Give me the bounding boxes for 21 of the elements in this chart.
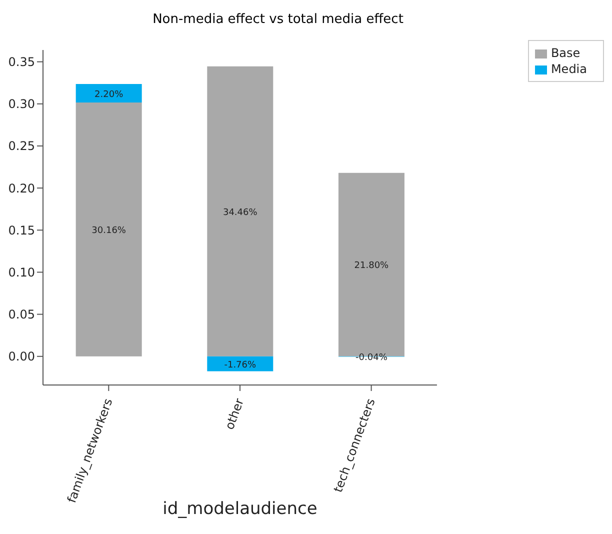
y-tick-label: 0.15 (8, 223, 35, 238)
legend-label: Media (550, 62, 587, 76)
y-tick-label: 0.25 (8, 139, 35, 154)
data-label: 2.20% (94, 90, 124, 100)
chart-title: Non-media effect vs total media effect (152, 11, 404, 29)
x-axis-title: id_modelaudience (162, 499, 318, 519)
y-tick-label: 0.05 (8, 308, 35, 322)
bar (76, 102, 142, 356)
x-tick-label: other (222, 396, 247, 432)
y-tick-label: 0.10 (8, 265, 35, 280)
bar (76, 84, 142, 103)
data-label: -1.76% (224, 360, 257, 370)
y-tick-label: 0.00 (8, 350, 35, 364)
data-label: 21.80% (354, 261, 390, 272)
data-label: 34.46% (222, 208, 258, 218)
legend-label: Base (550, 46, 580, 60)
y-tick-label: 0.35 (8, 55, 35, 70)
bar (207, 66, 274, 356)
y-tick-label: 0.20 (8, 181, 35, 196)
y-tick-label: 0.30 (8, 97, 35, 112)
data-label: 30.16% (92, 226, 126, 236)
